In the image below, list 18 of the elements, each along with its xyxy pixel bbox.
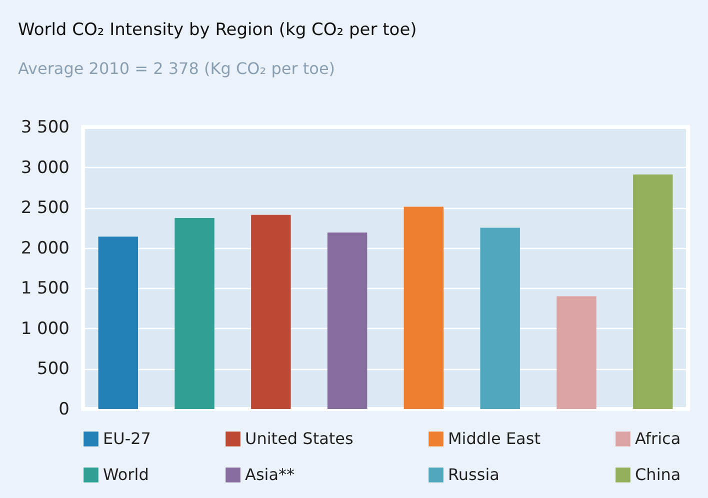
- chart-subtitle: Average 2010 = 2 378 (Kg CO₂ per toe): [18, 59, 336, 78]
- y-tick-label: 500: [37, 359, 70, 380]
- legend-label: Africa: [635, 429, 681, 448]
- y-tick-label: 3 500: [20, 118, 70, 138]
- y-tick-label: 1 000: [20, 318, 70, 339]
- y-tick-label: 2 000: [20, 238, 70, 258]
- legend-label: Asia**: [245, 465, 295, 484]
- legend-label: World: [103, 465, 149, 484]
- y-tick-label: 3 000: [20, 158, 70, 178]
- y-tick-label: 2 500: [20, 198, 70, 218]
- legend-label: Russia: [448, 465, 500, 484]
- legend-label: Middle East: [448, 429, 540, 448]
- y-tick-label: 0: [58, 400, 70, 420]
- legend-label: China: [635, 465, 681, 484]
- legend-label: United States: [245, 429, 354, 448]
- y-tick-label: 1 500: [20, 278, 70, 299]
- chart-title: World CO₂ Intensity by Region (kg CO₂ per toe): [18, 20, 417, 40]
- legend-label: EU-27: [103, 429, 151, 448]
